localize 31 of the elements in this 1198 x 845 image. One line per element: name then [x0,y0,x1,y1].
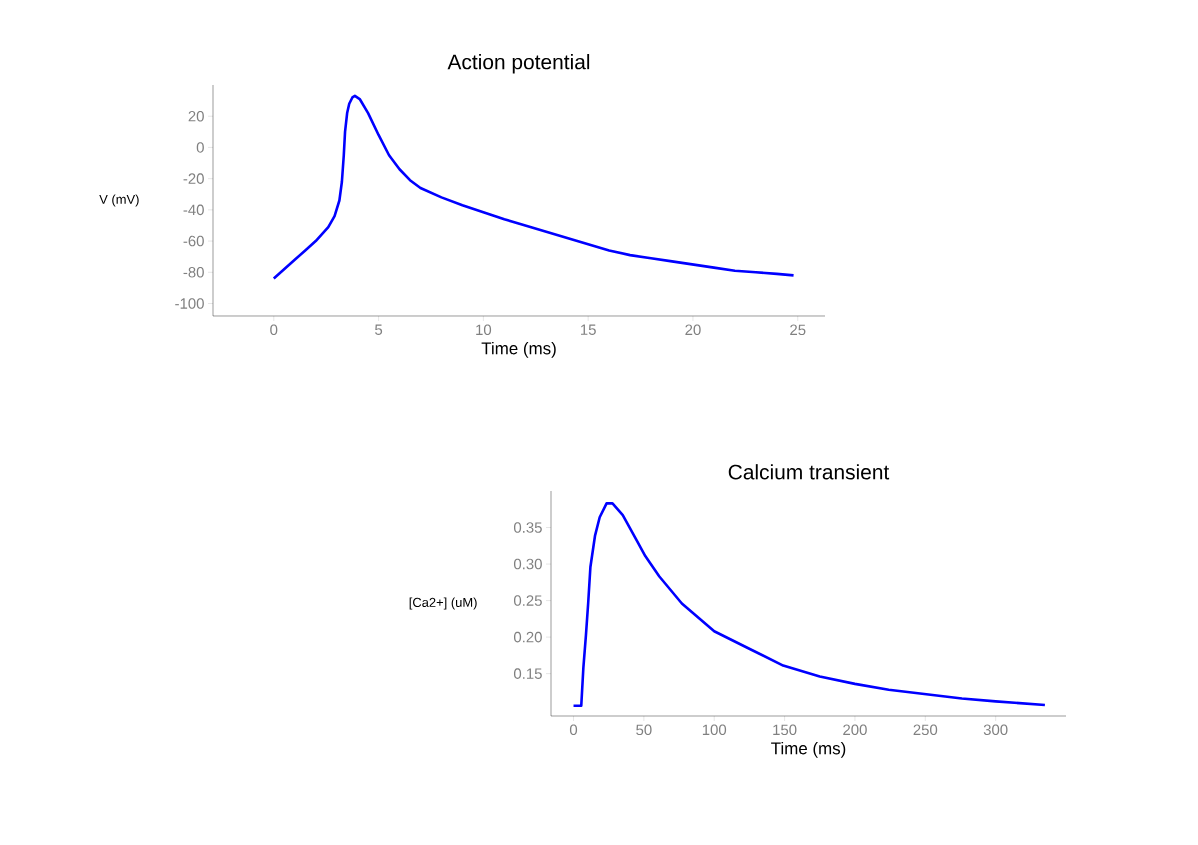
y-tick-label: -60 [183,235,204,247]
y-tick-label: -80 [183,267,204,278]
y-tick-label: -100 [175,298,204,309]
y-tick-label: 0.15 [513,668,542,679]
y-tick-label: 0.35 [513,522,542,533]
x-tick-label: 100 [702,724,727,736]
x-axis-title: Time (ms) [481,341,556,358]
x-tick-label: 15 [581,324,596,335]
x-tick-label: 50 [636,724,652,736]
y-tick-label: 0.20 [513,631,542,643]
y-axis-title: V (mV) [99,194,139,207]
x-tick-label: 0 [270,324,278,336]
y-tick-label: 20 [188,110,204,122]
x-tick-label: 200 [843,724,867,736]
y-tick-label: -40 [183,204,204,216]
chart-title: Action potential [447,53,590,74]
x-tick-label: 250 [913,724,938,736]
x-tick-label: 300 [983,724,1008,736]
y-axis-title: [Ca2+] (uM) [409,597,477,610]
x-tick-label: 0 [569,724,578,736]
y-tick-label: 0.30 [513,558,542,570]
x-tick-label: 10 [476,324,492,336]
x-tick-label: 25 [790,324,806,336]
y-tick-label: -20 [183,173,204,184]
y-tick-label: 0.25 [513,595,542,606]
x-axis-title: Time (ms) [771,741,846,758]
x-tick-label: 5 [375,324,383,335]
x-tick-label: 150 [773,724,797,736]
x-tick-label: 20 [685,324,701,336]
y-tick-label: 0 [196,142,204,153]
chart-title: Calcium transient [728,464,890,480]
